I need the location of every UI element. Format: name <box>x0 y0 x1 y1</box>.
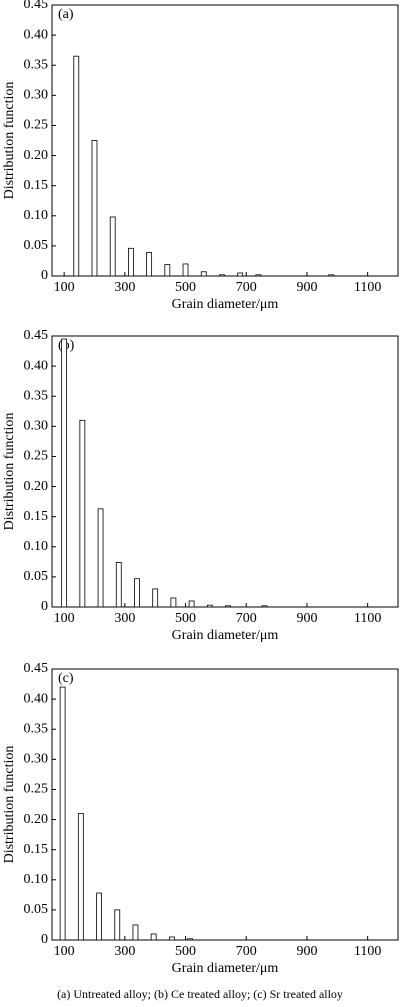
bar <box>328 274 335 277</box>
x-tick-label: 100 <box>54 280 75 295</box>
y-axis-label: Distribution function <box>2 413 17 531</box>
y-tick-label: 0.40 <box>24 691 49 706</box>
y-tick-label: 0.45 <box>24 661 49 676</box>
bar <box>200 271 207 277</box>
bar <box>150 933 157 941</box>
x-axis-label: Grain diameter/μm <box>172 297 279 312</box>
bar <box>128 247 134 277</box>
y-tick-label: 0.45 <box>24 0 49 12</box>
x-axis-label: Grain diameter/μm <box>172 628 279 643</box>
y-tick-label: 0.35 <box>24 57 49 72</box>
bar <box>206 604 213 608</box>
x-tick-label: 700 <box>236 611 257 626</box>
y-tick-label: 0.30 <box>24 419 49 434</box>
bar <box>97 508 104 608</box>
x-tick-label: 500 <box>175 280 196 295</box>
x-tick-label: 700 <box>236 944 257 959</box>
plot-frame <box>51 4 399 277</box>
bar <box>114 909 121 941</box>
x-tick-label: 1100 <box>354 944 381 959</box>
y-tick-label: 0.15 <box>24 842 49 857</box>
panel-label: (c) <box>58 671 74 686</box>
y-tick-label: 0.10 <box>24 208 49 223</box>
y-tick-label: 0 <box>41 268 48 283</box>
y-tick-label: 0.15 <box>24 178 49 193</box>
x-tick-label: 700 <box>236 280 257 295</box>
bar <box>188 600 195 608</box>
x-tick-label: 900 <box>296 944 317 959</box>
y-tick-label: 0.20 <box>24 812 49 827</box>
y-tick-label: 0.10 <box>24 539 49 554</box>
y-tick-label: 0.20 <box>24 148 49 163</box>
bar <box>170 597 177 608</box>
bar <box>134 578 140 608</box>
y-tick-label: 0.05 <box>24 902 49 917</box>
y-tick-label: 0.45 <box>24 328 49 343</box>
y-tick-label: 0.05 <box>24 569 49 584</box>
x-tick-label: 900 <box>296 280 317 295</box>
y-tick-label: 0.40 <box>24 27 49 42</box>
y-tick-label: 0.10 <box>24 872 49 887</box>
x-tick-label: 1100 <box>354 280 381 295</box>
bar <box>96 892 102 941</box>
bar <box>109 216 116 277</box>
x-tick-label: 900 <box>296 611 317 626</box>
bar <box>152 588 159 608</box>
y-tick-label: 0 <box>41 599 48 614</box>
y-tick-label: 0.40 <box>24 358 49 373</box>
bar <box>164 264 171 277</box>
bar <box>168 936 175 941</box>
y-tick-label: 0.25 <box>24 449 49 464</box>
x-tick-label: 1100 <box>354 611 381 626</box>
y-tick-label: 0.20 <box>24 479 49 494</box>
panel-label: (a) <box>58 7 74 22</box>
x-tick-label: 100 <box>54 611 75 626</box>
bar <box>182 263 189 277</box>
y-tick-label: 0.25 <box>24 782 49 797</box>
x-tick-label: 300 <box>114 611 135 626</box>
bar <box>219 274 225 277</box>
plot-frame <box>51 335 399 608</box>
x-tick-label: 500 <box>175 944 196 959</box>
y-tick-label: 0.25 <box>24 118 49 133</box>
bar <box>187 938 193 941</box>
y-tick-label: 0.35 <box>24 721 49 736</box>
bar <box>59 686 66 941</box>
bar <box>261 605 268 608</box>
bar <box>237 272 244 277</box>
x-tick-label: 100 <box>54 944 75 959</box>
bar <box>115 562 122 608</box>
x-axis-label: Grain diameter/μm <box>172 961 279 976</box>
plot-frame <box>51 668 399 941</box>
caption: (a) Untreated alloy; (b) Ce treated allo… <box>57 987 343 1001</box>
bar <box>77 813 84 941</box>
bar <box>73 55 80 277</box>
y-tick-label: 0.05 <box>24 238 49 253</box>
x-tick-label: 300 <box>114 944 135 959</box>
x-tick-label: 500 <box>175 611 196 626</box>
bar <box>79 419 86 608</box>
y-tick-label: 0.30 <box>24 752 49 767</box>
y-tick-label: 0.35 <box>24 388 49 403</box>
bar <box>132 924 139 941</box>
x-tick-label: 300 <box>114 280 135 295</box>
bar <box>61 338 68 608</box>
bar <box>225 605 231 608</box>
y-axis-label: Distribution function <box>2 746 17 864</box>
y-tick-label: 0.30 <box>24 88 49 103</box>
y-tick-label: 0 <box>41 932 48 947</box>
bar <box>146 252 153 277</box>
bar <box>255 274 262 277</box>
bar <box>91 140 98 277</box>
y-tick-label: 0.15 <box>24 509 49 524</box>
y-axis-label: Distribution function <box>2 82 17 200</box>
